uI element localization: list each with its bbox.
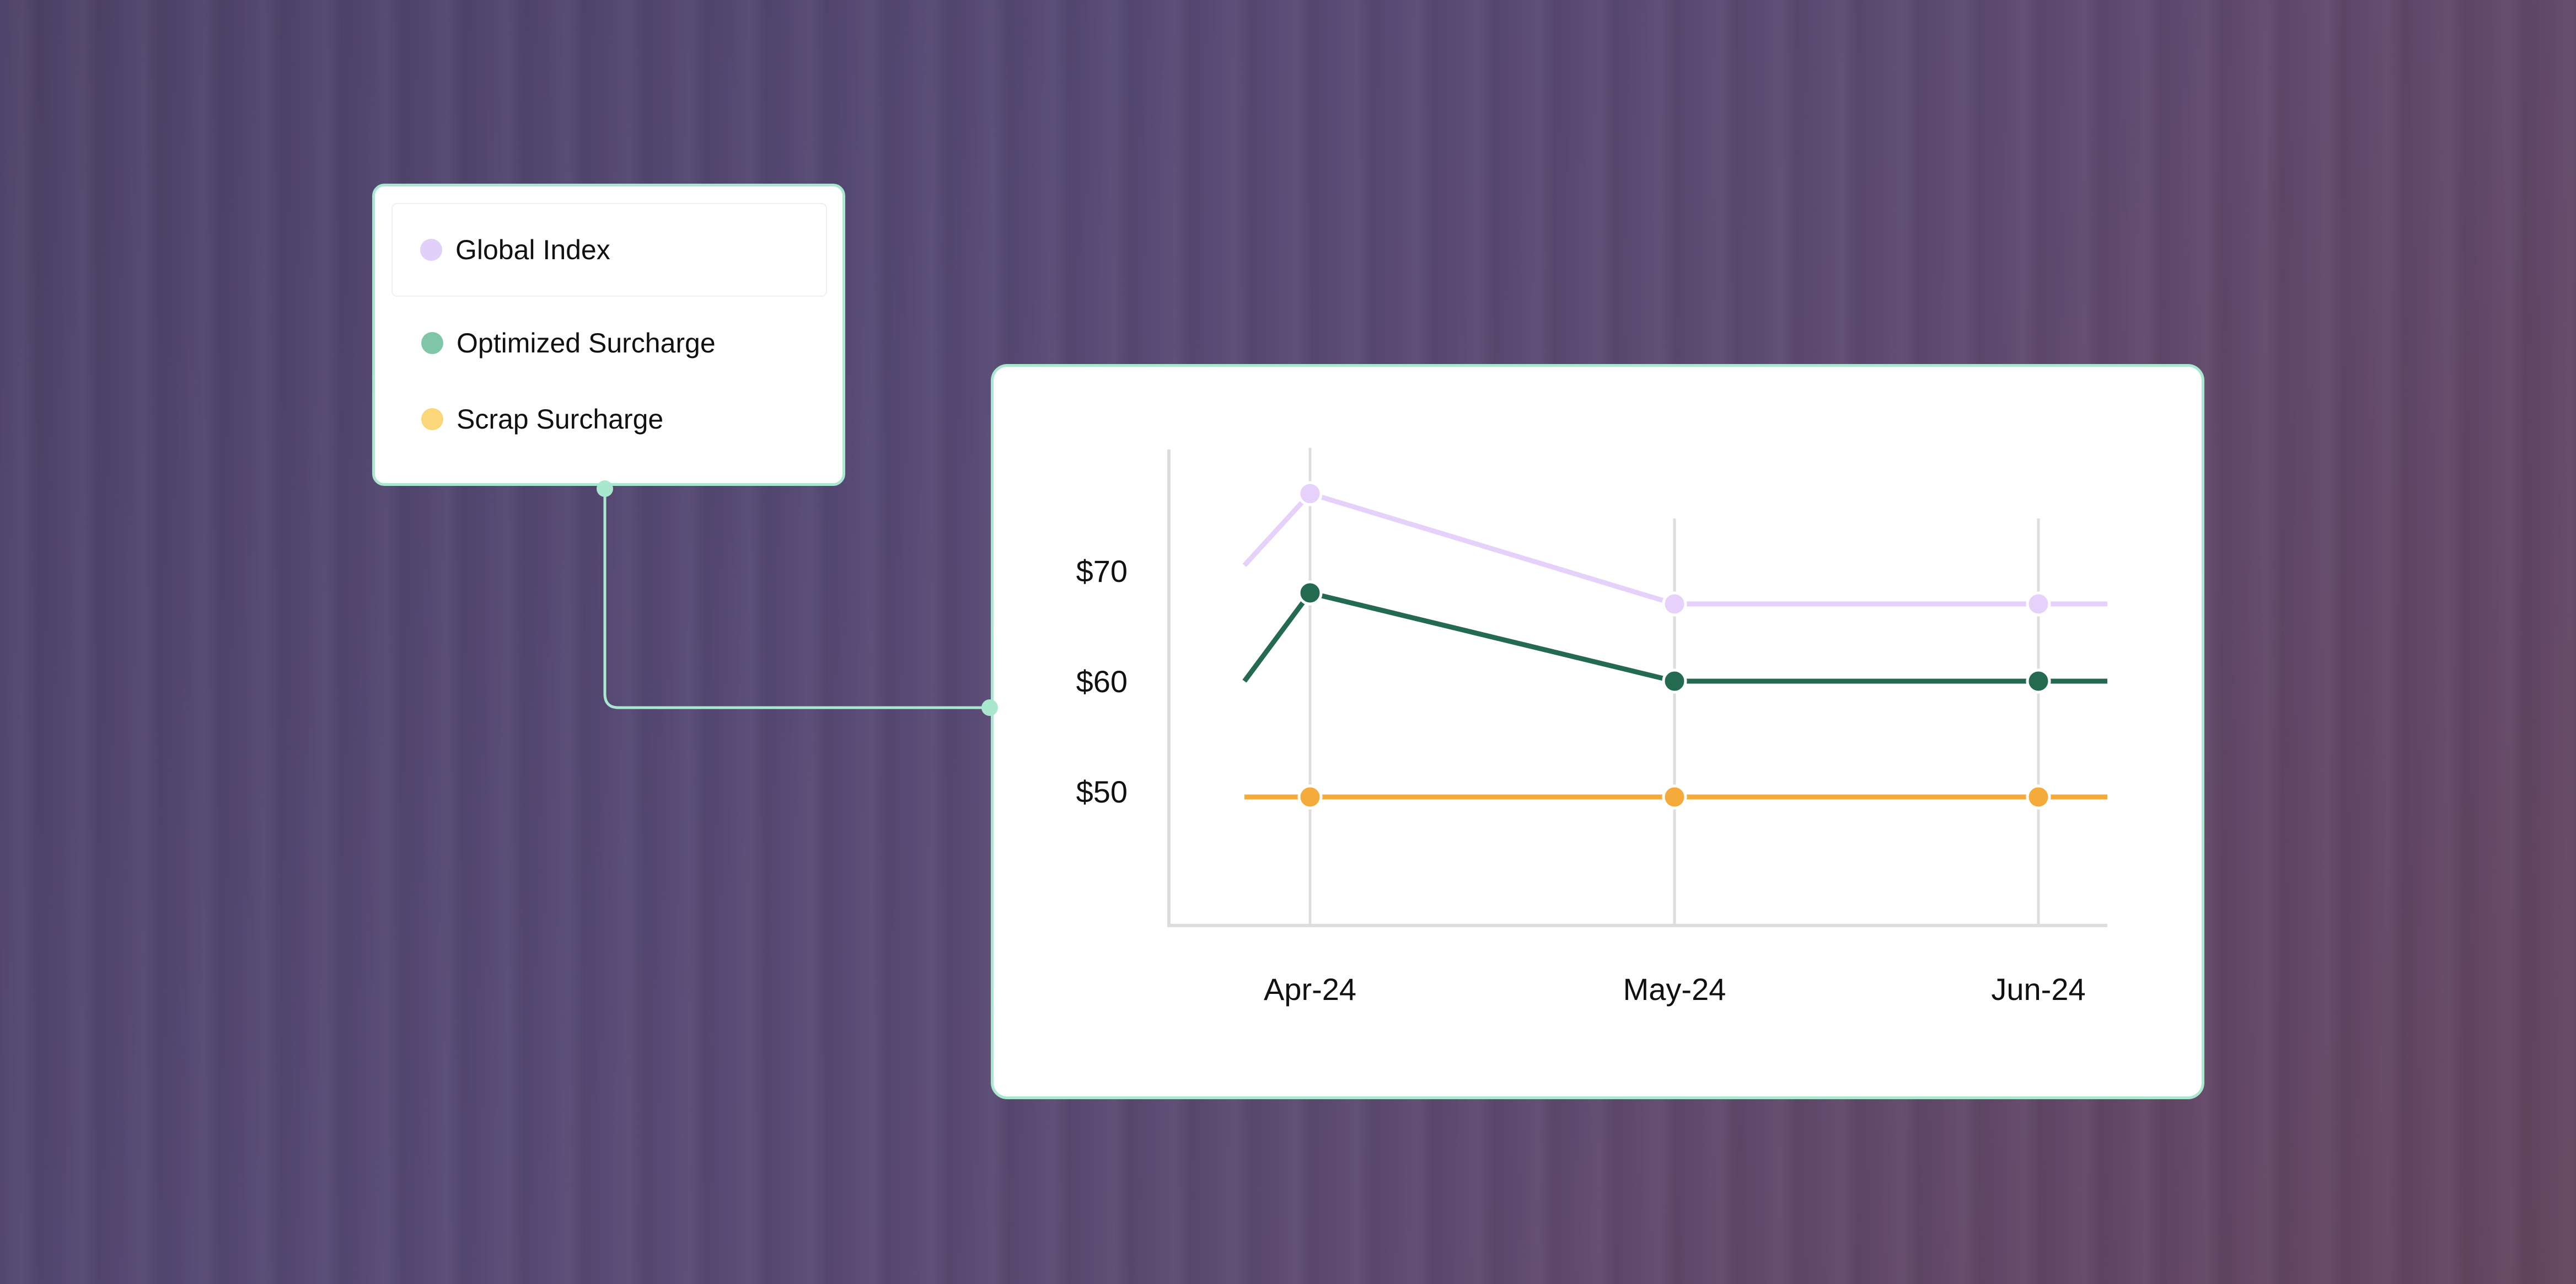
legend-dot-scrap-surcharge: [421, 408, 443, 430]
legend-item-scrap-surcharge[interactable]: Scrap Surcharge: [393, 403, 663, 435]
legend-item-global-index[interactable]: Global Index: [391, 203, 827, 297]
point-global-index-apr-24: [1297, 481, 1323, 506]
legend-dot-global-index: [420, 239, 442, 261]
grid-layer: [1167, 448, 2107, 927]
point-optimized-surcharge-apr-24: [1297, 580, 1323, 606]
series-layer: [1242, 481, 2107, 810]
point-global-index-jun-24: [2026, 591, 2051, 617]
y-tick-label-70: $70: [1076, 554, 1128, 588]
point-scrap-surcharge-apr-24: [1297, 784, 1323, 810]
point-scrap-surcharge-jun-24: [2026, 784, 2051, 810]
connector-line: [603, 489, 990, 709]
chart-card: [991, 364, 2204, 1099]
point-scrap-surcharge-may-24: [1662, 784, 1687, 810]
legend-label-optimized-surcharge: Optimized Surcharge: [457, 328, 716, 359]
x-tick-label-may-24: May-24: [1623, 972, 1726, 1007]
point-optimized-surcharge-may-24: [1662, 668, 1687, 694]
legend-label-global-index: Global Index: [455, 234, 610, 265]
y-tick-label-60: $60: [1076, 664, 1128, 699]
label-layer: Apr-24 May-24 Jun-24 $70 $60 $50: [1076, 554, 2086, 1007]
connector-dot-top: [597, 480, 613, 497]
point-optimized-surcharge-jun-24: [2026, 668, 2051, 694]
y-tick-label-50: $50: [1076, 774, 1128, 809]
connector-dot-right: [981, 699, 998, 716]
point-global-index-may-24: [1662, 591, 1687, 617]
x-tick-label-apr-24: Apr-24: [1264, 972, 1356, 1007]
legend-card: Global Index Optimized Surcharge Scrap S…: [372, 184, 845, 486]
legend-item-optimized-surcharge[interactable]: Optimized Surcharge: [393, 327, 716, 359]
x-tick-label-jun-24: Jun-24: [1991, 972, 2085, 1007]
legend-dot-optimized-surcharge: [421, 332, 443, 354]
legend-label-scrap-surcharge: Scrap Surcharge: [457, 404, 664, 435]
